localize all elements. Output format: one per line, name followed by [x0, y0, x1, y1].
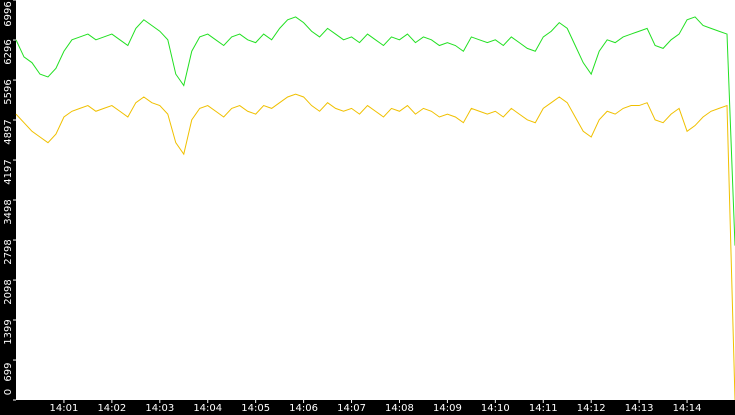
x-tick-label: 14:06 — [289, 403, 318, 414]
y-tick-label: 2798 — [3, 239, 14, 264]
x-tick-label: 14:04 — [193, 403, 222, 414]
x-tick-label: 14:03 — [145, 403, 174, 414]
x-tick-label: 14:10 — [481, 403, 510, 414]
x-tick-label: 14:12 — [577, 403, 606, 414]
x-tick-label: 14:13 — [625, 403, 654, 414]
y-tick-label: 2098 — [3, 279, 14, 304]
x-tick-label: 14:01 — [50, 403, 79, 414]
y-tick-label: 6296 — [3, 39, 14, 64]
x-tick-label: 14:08 — [385, 403, 414, 414]
x-tick-label: 14:11 — [529, 403, 558, 414]
x-tick-label: 14:09 — [433, 403, 462, 414]
y-tick-label: 6996 — [3, 1, 14, 26]
y-tick-label: 0 — [3, 389, 14, 395]
x-axis-bar — [0, 400, 735, 415]
y-axis-bar — [0, 0, 16, 415]
x-tick-label: 14:14 — [673, 403, 702, 414]
y-tick-label: 5596 — [3, 79, 14, 104]
y-tick-label: 4197 — [3, 159, 14, 184]
x-tick-label: 14:05 — [241, 403, 270, 414]
y-tick-label: 4897 — [3, 119, 14, 144]
x-tick-label: 14:07 — [337, 403, 366, 414]
line-series — [15, 93, 735, 401]
y-tick-label: 1399 — [3, 319, 14, 344]
x-tick-label: 14:02 — [97, 403, 126, 414]
y-tick-label: 699 — [3, 362, 14, 381]
y-tick-label: 3498 — [3, 199, 14, 224]
line-series — [15, 16, 735, 246]
